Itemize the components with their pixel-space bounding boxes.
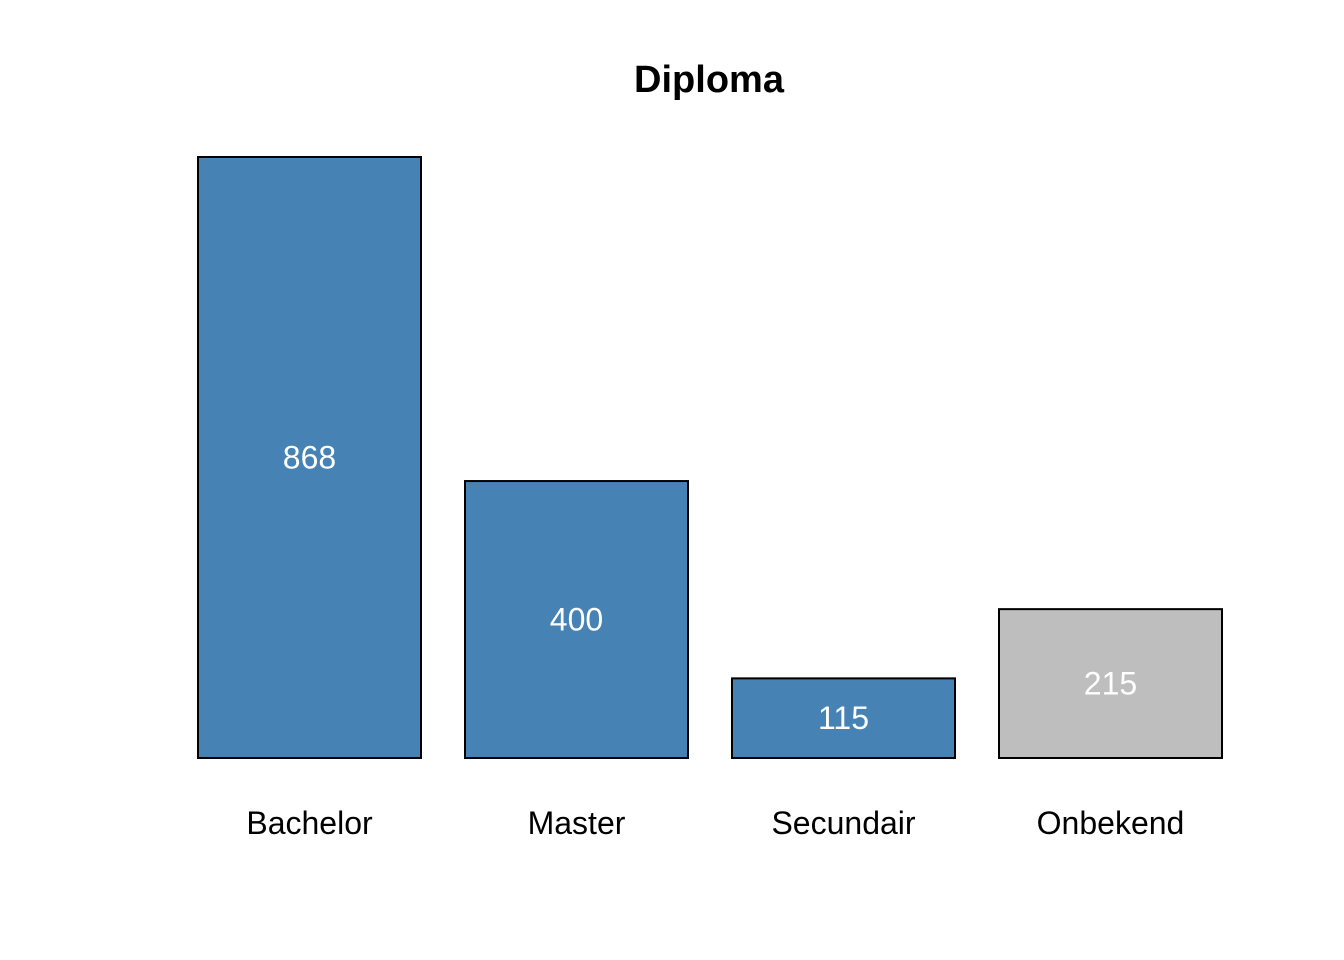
value-label-bachelor: 868	[283, 440, 336, 476]
x-tick-label-onbekend: Onbekend	[1037, 805, 1185, 841]
value-labels-group: 868 400 115 215	[283, 440, 1137, 737]
value-label-onbekend: 215	[1084, 666, 1137, 702]
chart-title: Diploma	[634, 59, 785, 101]
bar-onbekend	[998, 608, 1223, 759]
bar-master	[464, 480, 689, 759]
x-tick-label-secundair: Secundair	[771, 805, 915, 841]
x-tick-label-bachelor: Bachelor	[246, 805, 373, 841]
x-tick-labels-group: Bachelor Master Secundair Onbekend	[246, 805, 1184, 841]
value-label-master: 400	[550, 602, 603, 638]
bar-bachelor	[197, 156, 422, 759]
bar-secundair	[731, 677, 956, 760]
x-tick-label-master: Master	[528, 805, 626, 841]
bars-group	[197, 156, 1223, 760]
value-label-secundair: 115	[818, 700, 869, 736]
